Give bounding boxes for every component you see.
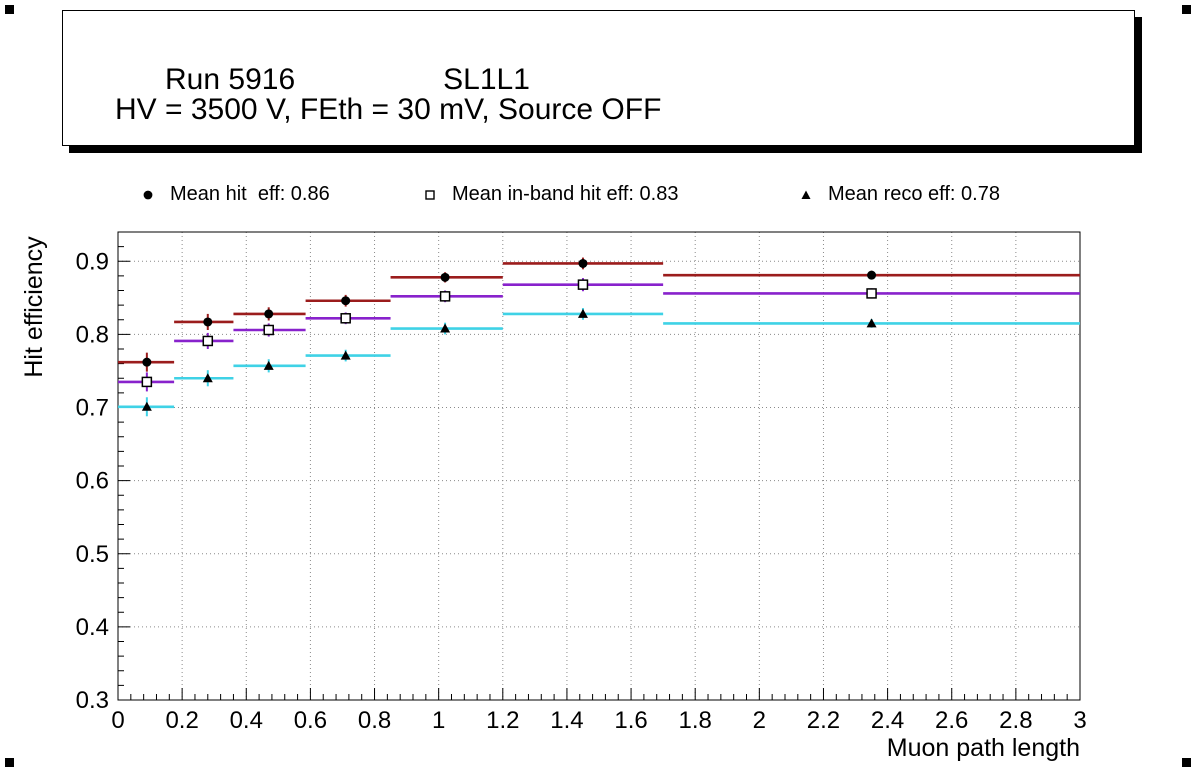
tick-labels: 0 0.2 0.4 0.6 0.8 1 1.2 1.4 1.6 1.8 2 2.2 2.4 2.6 2.8 3… (76, 248, 1087, 734)
data-point-marker (263, 360, 274, 370)
svg-text:0.8: 0.8 (76, 321, 109, 348)
svg-text:0.9: 0.9 (76, 248, 109, 275)
layer-label: SL1L1 (443, 63, 530, 96)
svg-text:1.6: 1.6 (614, 707, 647, 734)
svg-text:1.2: 1.2 (486, 707, 519, 734)
svg-text:0.4: 0.4 (76, 614, 109, 641)
data-point-marker (264, 309, 274, 319)
series-mean_hit_eff (118, 257, 1080, 372)
grid (118, 232, 1080, 700)
data-point-marker (866, 288, 877, 299)
svg-text:2.2: 2.2 (807, 707, 840, 734)
plot-frame (117, 231, 1081, 701)
canvas-corner-mark (1182, 5, 1191, 14)
data-point-marker (141, 401, 152, 411)
series-mean_inband_hit_eff (118, 278, 1080, 392)
x-axis-title: Muon path length (887, 734, 1080, 762)
svg-text:0: 0 (111, 707, 124, 734)
axis-ticks (117, 231, 1081, 701)
svg-text:2.6: 2.6 (935, 707, 968, 734)
canvas-corner-mark (5, 758, 14, 767)
data-point-marker (577, 308, 588, 318)
y-axis-title: Hit efficiency (20, 236, 48, 378)
series-mean_reco_eff (118, 308, 1080, 417)
svg-text:0.8: 0.8 (358, 707, 391, 734)
title-line-conditions: HV = 3500 V, FEth = 30 mV, Source OFF (115, 93, 662, 126)
data-point-marker (202, 335, 214, 347)
svg-text:0.6: 0.6 (294, 707, 327, 734)
data-point-marker (203, 317, 213, 327)
svg-text:0.5: 0.5 (76, 541, 109, 568)
data-point-marker (440, 272, 450, 282)
svg-text:1.8: 1.8 (679, 707, 712, 734)
data-point-marker (341, 296, 351, 306)
svg-text:2.4: 2.4 (871, 707, 904, 734)
svg-text:2.8: 2.8 (999, 707, 1032, 734)
svg-text:3: 3 (1073, 707, 1086, 734)
data-point-marker (439, 291, 451, 302)
data-point-marker (578, 258, 588, 268)
canvas-corner-mark (5, 5, 14, 14)
data-point-marker (440, 323, 451, 333)
svg-text:0.6: 0.6 (76, 468, 109, 495)
title-line-run: Run 5916 SL1L1 (115, 29, 530, 131)
data-point-marker (340, 350, 351, 360)
data-point-marker (867, 270, 877, 280)
data-point-marker (142, 357, 152, 367)
svg-text:1: 1 (432, 707, 445, 734)
data-point-marker (141, 376, 153, 388)
svg-text:0.2: 0.2 (165, 707, 198, 734)
title-box: Run 5916 SL1L1 HV = 3500 V, FEth = 30 mV,… (62, 10, 1135, 146)
run-label: Run 5916 (165, 63, 296, 96)
data-point-marker (263, 324, 274, 336)
svg-text:0.3: 0.3 (76, 687, 109, 714)
data-point-marker (577, 279, 589, 290)
data-point-marker (202, 373, 213, 383)
data-point-marker (866, 318, 877, 328)
svg-text:0.7: 0.7 (76, 395, 109, 422)
svg-text:0.4: 0.4 (230, 707, 263, 734)
data-point-marker (340, 313, 351, 324)
svg-text:1.4: 1.4 (550, 707, 583, 734)
svg-text:2: 2 (753, 707, 766, 734)
canvas-corner-mark (1182, 758, 1191, 767)
